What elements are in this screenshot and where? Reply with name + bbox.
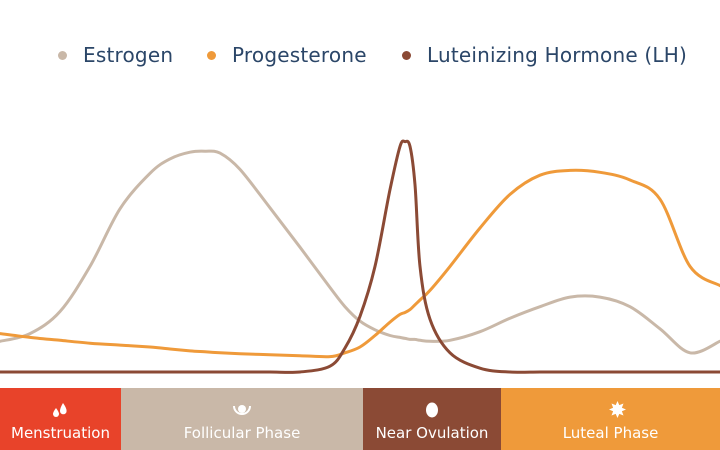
egg-icon <box>426 402 438 418</box>
phase-menstruation: Menstruation <box>0 388 121 450</box>
legend-item-lh: Luteinizing Hormone (LH) <box>402 40 687 70</box>
chart-legend: Estrogen Progesterone Luteinizing Hormon… <box>0 40 720 70</box>
series-line-lh <box>0 139 720 374</box>
legend-item-progesterone: Progesterone <box>207 40 367 70</box>
phase-label-menstruation: Menstruation <box>11 424 110 442</box>
phase-near-ovulation: Near Ovulation <box>363 388 501 450</box>
legend-swatch-progesterone <box>207 50 216 60</box>
phase-label-follicular: Follicular Phase <box>183 424 301 442</box>
follicle-icon <box>233 405 251 415</box>
burst-icon <box>609 401 626 418</box>
phase-luteal: Luteal Phase <box>501 388 720 450</box>
phase-bar: Menstruation Follicular Phase Near Ovula… <box>0 388 720 450</box>
series-line-progesterone <box>0 168 720 359</box>
legend-label-progesterone: Progesterone <box>232 43 367 67</box>
hormone-chart <box>0 139 720 374</box>
legend-swatch-lh <box>402 50 411 60</box>
drops-icon <box>53 403 67 417</box>
legend-label-estrogen: Estrogen <box>83 43 174 67</box>
phase-follicular: Follicular Phase <box>121 388 363 450</box>
legend-swatch-estrogen <box>58 50 67 60</box>
phase-label-near-ovulation: Near Ovulation <box>375 424 489 442</box>
legend-label-lh: Luteinizing Hormone (LH) <box>427 43 687 67</box>
legend-item-estrogen: Estrogen <box>58 40 173 70</box>
phase-label-luteal: Luteal Phase <box>562 424 659 442</box>
series-line-estrogen <box>0 149 720 355</box>
